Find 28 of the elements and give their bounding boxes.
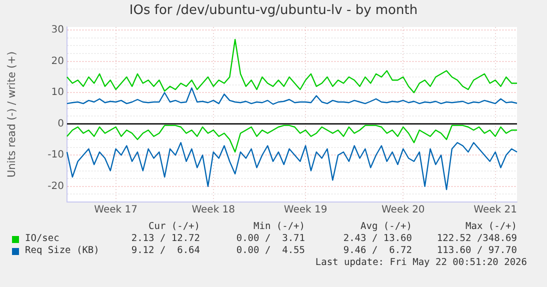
text: 2.13 / 12.72: [131, 233, 200, 244]
text: 2.43 / 13.60: [343, 233, 412, 244]
y-tick-label: -10: [48, 150, 64, 161]
chart-title: IOs for /dev/ubuntu-vg/ubuntu-lv - by month: [128, 3, 419, 18]
x-tick-label: Week 20: [381, 204, 425, 216]
text: 122.52 /348.69: [436, 233, 517, 244]
x-tick-label: Week 18: [192, 204, 236, 216]
y-tick-label: 0: [58, 118, 64, 130]
y-tick-label: 10: [51, 87, 64, 98]
text: 0.00 / 4.55: [236, 245, 305, 256]
x-tick-label: Week 19: [284, 204, 328, 216]
x-tick-label: Week 17: [94, 204, 138, 216]
legend-label: IO/sec: [25, 233, 60, 244]
x-tick-label: Week 21: [474, 204, 517, 216]
y-tick-label: 30: [51, 24, 64, 36]
y-axis-title: Units read (-) / write (+): [6, 51, 18, 178]
text: 9.46 / 6.72: [343, 245, 412, 256]
text: Cur (-/+): [148, 221, 200, 232]
text: Last update: Fri May 22 00:51:20 2026: [315, 257, 527, 268]
text: 113.60 / 97.70: [436, 245, 517, 256]
y-tick-label: -20: [48, 180, 64, 192]
legend-label: Req Size (KB): [25, 245, 100, 256]
text: 0.00 / 3.71: [236, 233, 305, 244]
y-tick-label: 20: [51, 56, 64, 67]
text: 9.12 / 6.64: [131, 245, 200, 256]
text: Min (-/+): [254, 221, 305, 232]
text: Avg (-/+): [360, 221, 412, 232]
text: Max (-/+): [466, 221, 517, 232]
